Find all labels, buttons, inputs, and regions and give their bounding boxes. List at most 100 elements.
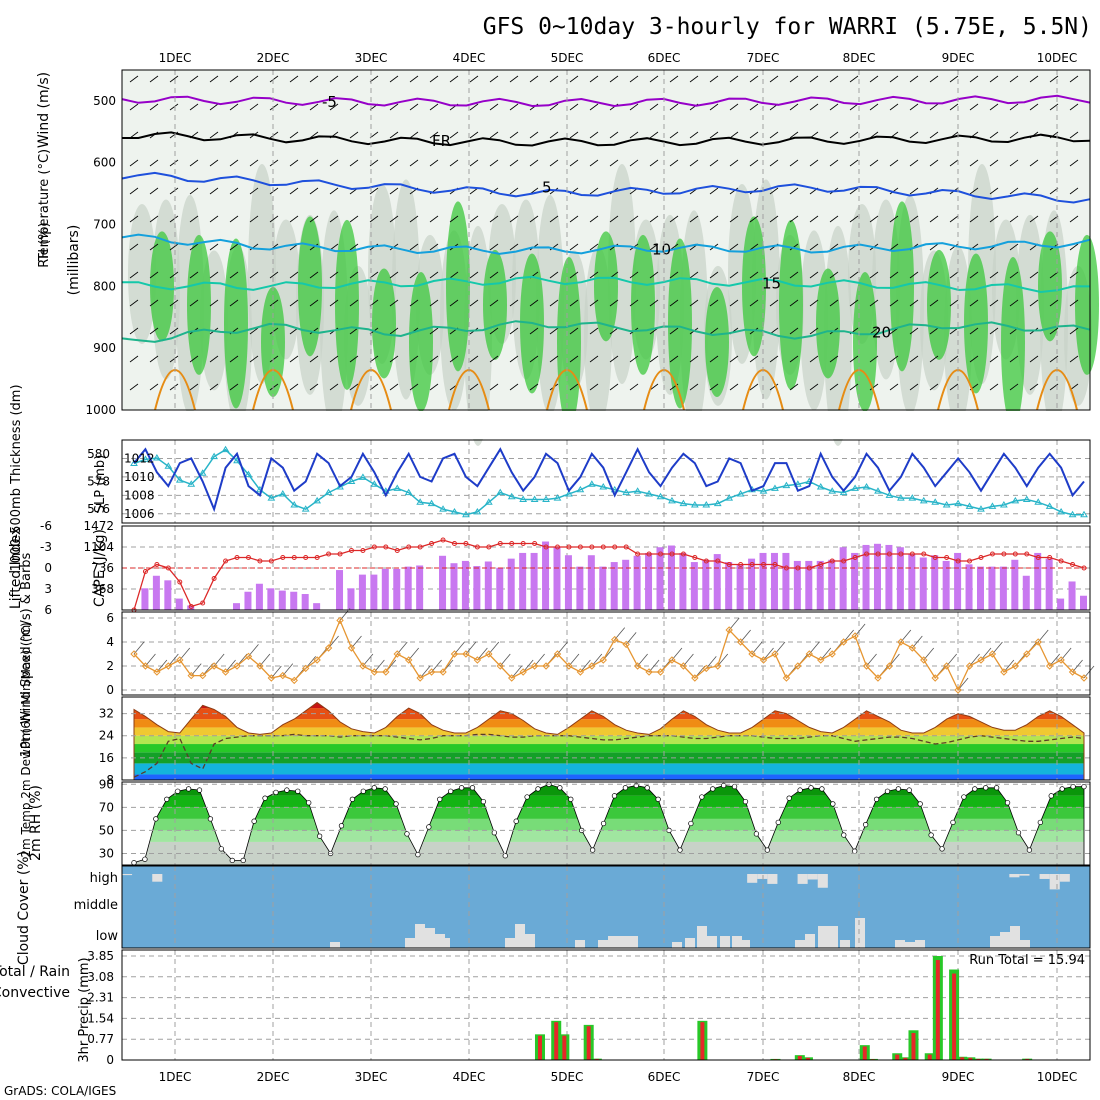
wind-barb	[1009, 299, 1019, 307]
low-cloud-bar	[915, 940, 925, 948]
rh-green-area	[483, 249, 507, 360]
wind-barb	[849, 159, 859, 167]
wind-barb	[529, 383, 539, 391]
wind-barb	[409, 355, 419, 363]
wind-barb	[629, 159, 639, 167]
thickness-point	[473, 507, 482, 515]
wind-barb	[169, 327, 179, 335]
wind-barb	[349, 103, 359, 111]
wind-barb	[749, 355, 759, 363]
thickness-point	[908, 494, 917, 501]
rh-point	[917, 801, 923, 807]
wind-barb	[149, 383, 159, 391]
cape-bar	[1068, 581, 1076, 610]
wind-barb	[229, 187, 239, 195]
wind-barb	[669, 159, 679, 167]
wind-barb	[169, 243, 179, 251]
wind-speed-point	[828, 650, 836, 658]
wind-barb	[729, 131, 739, 139]
wind-barb	[329, 355, 339, 363]
day-label-top: 2DEC	[257, 51, 290, 65]
wind-barb	[489, 355, 499, 363]
wind-barb	[969, 103, 979, 111]
wind-barb	[709, 327, 719, 335]
wind-barb	[1029, 299, 1039, 307]
wind-barb	[789, 103, 799, 111]
wind-barb	[949, 383, 959, 391]
cape-bar	[1011, 559, 1019, 610]
lifted-index-point	[440, 537, 446, 543]
wind-barb	[549, 131, 559, 139]
wind-barb	[629, 271, 639, 279]
wind-barb	[809, 159, 819, 167]
rh-point	[240, 857, 246, 864]
wind-speed-point	[622, 640, 630, 649]
rh-point	[841, 832, 847, 838]
rh-point	[251, 818, 257, 824]
temp-line	[133, 701, 1085, 780]
wind-barb	[729, 215, 739, 223]
low-cloud-bar	[685, 938, 695, 948]
wind-barb	[849, 75, 859, 83]
wind-barb	[389, 355, 399, 363]
temp-tick: 24	[99, 729, 114, 743]
wind-barb	[909, 271, 919, 279]
wind-tick: 2	[106, 659, 114, 673]
wind-barb	[309, 243, 319, 251]
wind-barb	[409, 103, 419, 111]
cape-axis-label: CAPE (J/kg)	[92, 529, 108, 607]
rh-tick: 30	[99, 846, 114, 860]
wind-barb	[1069, 103, 1079, 111]
lifted-index-point	[142, 569, 148, 574]
wind-barb	[269, 159, 279, 167]
wind-barb	[829, 299, 839, 307]
wind-barb	[129, 355, 139, 363]
wind-speed-point	[1057, 656, 1065, 664]
slp-line	[133, 446, 1085, 513]
wind-speed-point	[942, 662, 951, 670]
wind-barb	[129, 299, 139, 307]
lifted-index-point	[841, 558, 847, 564]
day-label-top: 1DEC	[159, 51, 192, 65]
lifted-index-point	[429, 541, 435, 546]
cape-bar	[770, 552, 778, 610]
wind-barb	[789, 131, 799, 139]
temp-tick: 8	[106, 773, 114, 787]
temp-frame	[121, 696, 1091, 781]
low-cloud-bar	[818, 926, 828, 948]
wind-barb	[129, 187, 139, 195]
rh-point	[131, 860, 137, 866]
wind-barb	[529, 159, 539, 167]
wind-speed-point	[908, 644, 917, 652]
thickness-point	[496, 488, 505, 496]
thickness-point	[851, 484, 859, 491]
wind-barb	[389, 159, 399, 167]
wind-barb	[449, 271, 459, 279]
cape-bar	[828, 559, 836, 610]
wind-barb	[509, 383, 519, 391]
wind-barb	[649, 383, 659, 391]
thickness-point	[553, 494, 562, 501]
wind-barb	[409, 131, 419, 139]
cape-bar	[255, 583, 263, 610]
wind-barb	[169, 355, 179, 363]
rh-point	[862, 822, 869, 828]
wind-barb	[729, 383, 739, 391]
wind-barb	[929, 299, 939, 307]
wind-speed-line	[133, 618, 1085, 692]
wind-barb	[789, 383, 799, 391]
wind-barb	[789, 327, 799, 335]
lifted-index-point	[944, 555, 950, 560]
cape-bar	[404, 566, 412, 610]
wind-barb	[429, 103, 439, 111]
wind-speed-point	[393, 650, 401, 658]
wind-barb	[509, 159, 519, 167]
rh-axis-label: 2m RH (%)	[28, 785, 44, 861]
wind-barb	[529, 131, 539, 139]
lifted-index-point	[967, 558, 973, 564]
rh-point	[655, 796, 661, 802]
high-cloud-bar	[817, 874, 828, 888]
slp-tick: 1010	[124, 470, 155, 484]
low-cloud-bar	[740, 940, 750, 948]
thickness-tick: 578	[87, 475, 110, 489]
